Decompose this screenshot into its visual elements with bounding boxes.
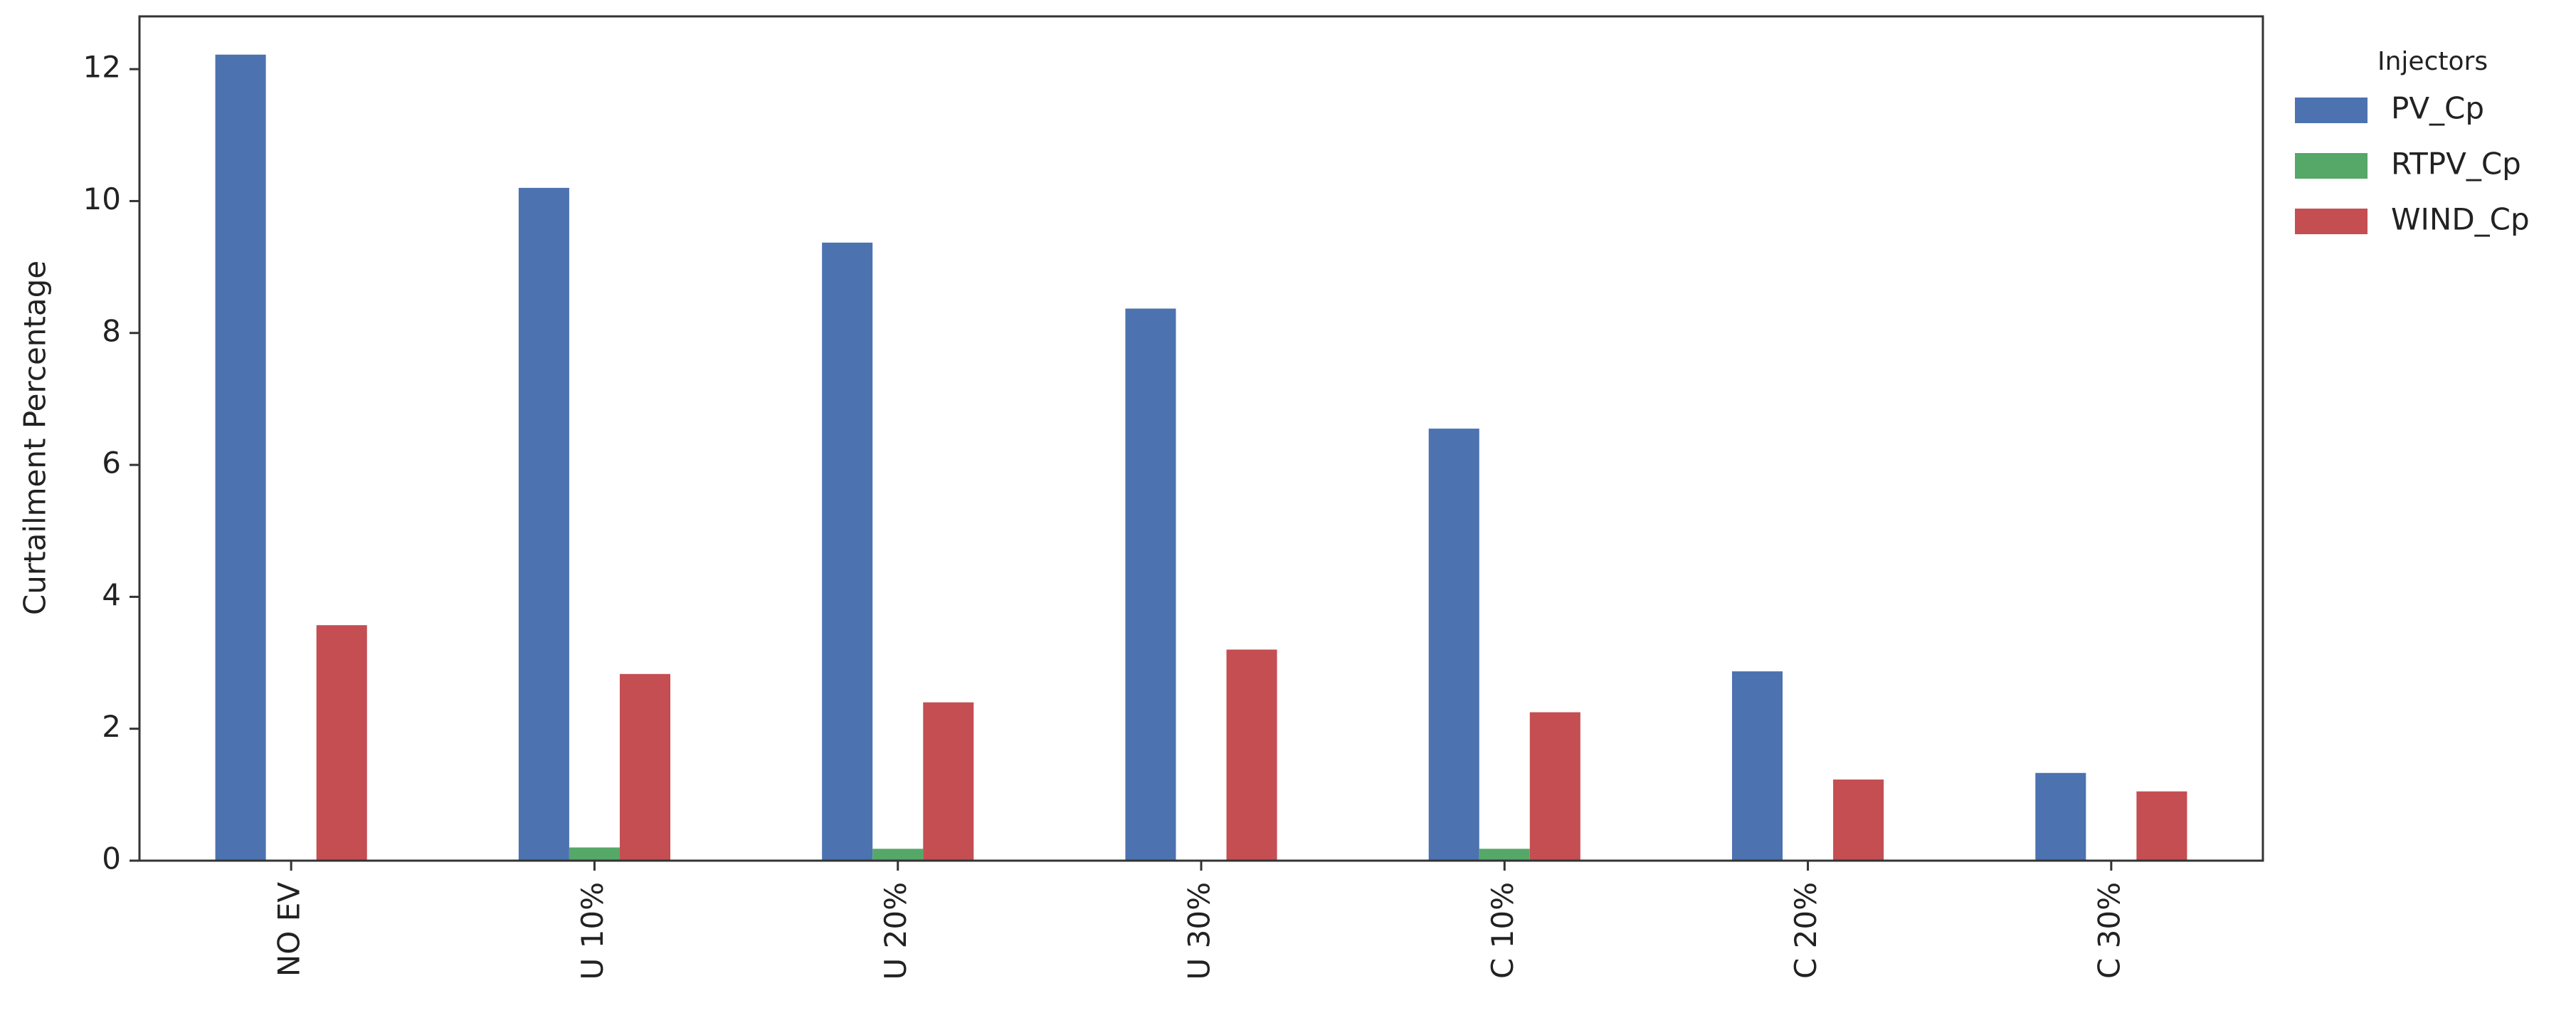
bar [2035, 772, 2086, 861]
y-tick-label: 8 [102, 313, 121, 348]
bar [215, 54, 266, 861]
x-tick-label: U 30% [1182, 882, 1217, 980]
bar [1428, 429, 1479, 861]
legend-label: PV_Cp [2391, 91, 2484, 126]
x-tick-label: C 30% [2091, 882, 2126, 979]
bar [316, 625, 367, 861]
bar [2136, 791, 2187, 861]
bar [1125, 308, 1176, 861]
y-tick-label: 0 [102, 841, 121, 876]
bar [1226, 649, 1277, 861]
legend-swatch [2295, 209, 2368, 234]
legend-swatch [2295, 98, 2368, 123]
legend-label: WIND_Cp [2391, 202, 2530, 237]
x-tick-label: C 10% [1485, 882, 1520, 979]
plot-frame [138, 15, 2264, 862]
bar [1732, 671, 1783, 861]
y-tick-label: 2 [102, 709, 121, 744]
y-tick-label: 12 [83, 50, 121, 85]
legend-title: Injectors [2377, 47, 2488, 76]
x-tick-label: NO EV [272, 882, 307, 977]
x-tick-label: U 20% [878, 882, 913, 980]
legend-label: RTPV_Cp [2391, 147, 2521, 182]
x-tick-label: U 10% [575, 882, 610, 980]
x-tick-label: C 20% [1788, 882, 1823, 979]
y-tick-label: 10 [83, 182, 121, 216]
bar [619, 673, 670, 861]
y-axis-label: Curtailment Percentage [18, 261, 53, 615]
bar [518, 187, 569, 861]
bar [923, 702, 974, 861]
bar [822, 242, 873, 861]
bar [1479, 849, 1530, 861]
y-tick-label: 4 [102, 577, 121, 612]
bar [1529, 712, 1580, 861]
bar [1833, 780, 1884, 861]
y-tick-label: 6 [102, 446, 121, 481]
legend-swatch [2295, 153, 2368, 179]
bar [872, 849, 924, 861]
bar [569, 847, 620, 861]
